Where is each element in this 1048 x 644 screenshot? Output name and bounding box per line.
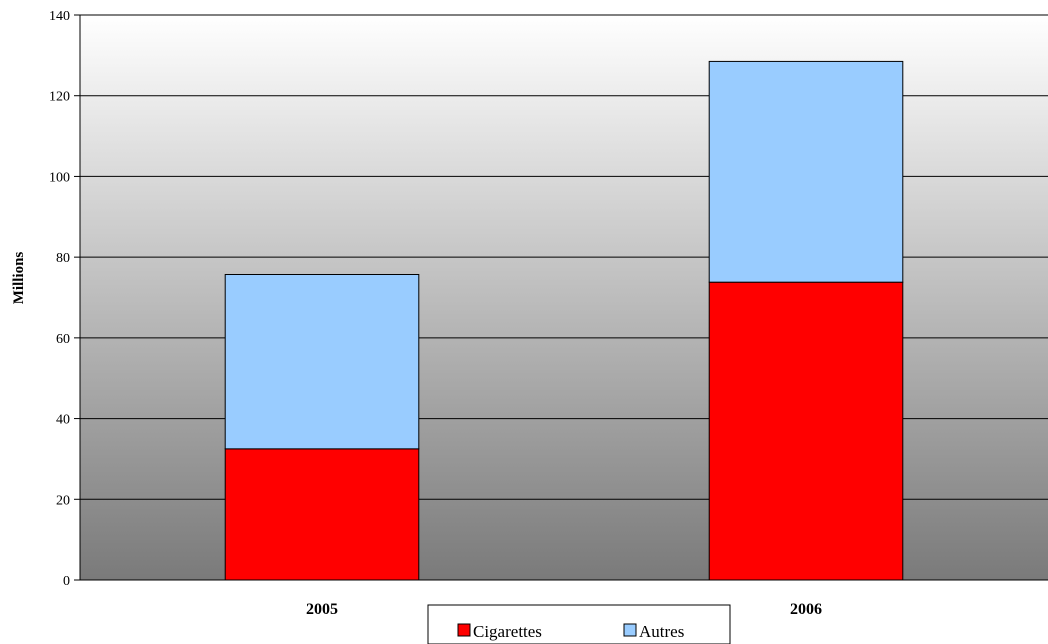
axes — [79, 15, 1048, 581]
bar-autres-2005 — [224, 273, 420, 450]
y-tick-label: 100 — [49, 170, 70, 185]
y-tick-label: 0 — [63, 574, 70, 589]
legend-swatch-autres — [623, 623, 637, 637]
x-category-label: 2005 — [306, 601, 338, 618]
bar-cigarettes-2006 — [708, 281, 904, 581]
y-tick-label: 20 — [56, 493, 70, 508]
legend: Cigarettes Autres — [427, 604, 731, 644]
y-tick-label: 40 — [56, 413, 70, 428]
y-axis-ticks: 0 20 40 60 80 100 120 140 — [49, 9, 80, 589]
y-tick-label: 60 — [56, 332, 70, 347]
legend-label-cigarettes: Cigarettes — [473, 622, 542, 641]
legend-swatch-cigarettes — [457, 623, 471, 637]
bar-cigarettes-2005 — [224, 448, 420, 581]
y-tick-label: 80 — [56, 251, 70, 266]
y-axis-title: Millions — [11, 252, 27, 305]
legend-box — [427, 604, 731, 644]
y-tick-label: 120 — [49, 90, 70, 105]
x-category-label: 2006 — [790, 601, 822, 618]
legend-label-autres: Autres — [639, 622, 684, 641]
bar-autres-2006 — [708, 60, 904, 283]
y-tick-label: 140 — [49, 9, 70, 24]
x-axis-labels: 2005 2006 — [306, 601, 822, 618]
